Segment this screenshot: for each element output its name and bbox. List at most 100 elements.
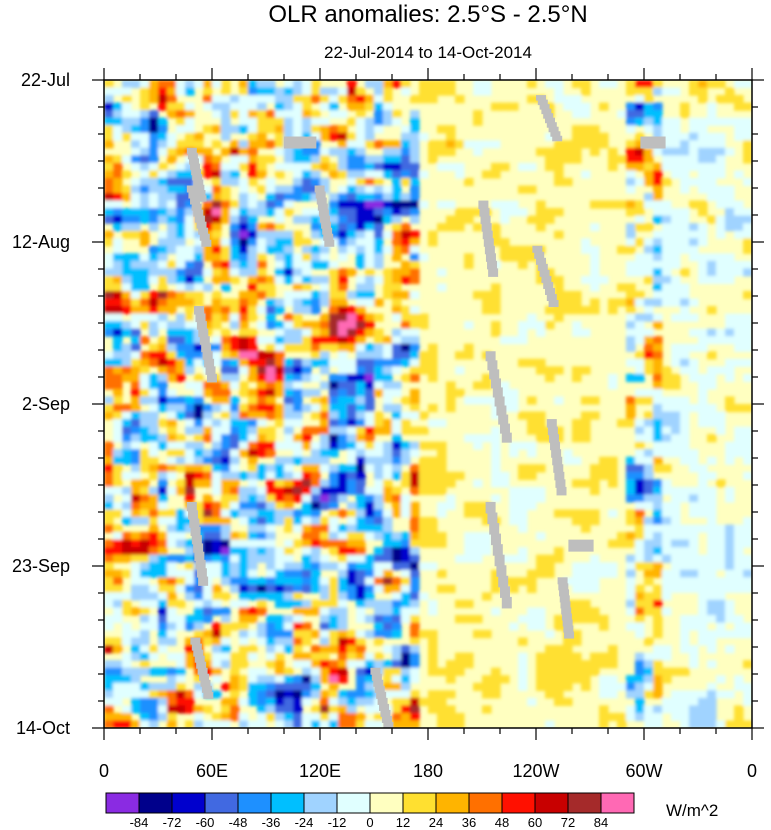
anomaly-cell bbox=[248, 162, 258, 172]
anomaly-cell bbox=[212, 343, 222, 352]
anomaly-cell bbox=[725, 456, 735, 465]
anomaly-cell bbox=[320, 675, 330, 684]
anomaly-cell bbox=[140, 464, 150, 473]
missing-data-cell bbox=[548, 434, 559, 443]
anomaly-cell bbox=[221, 479, 231, 488]
anomaly-cell bbox=[293, 675, 303, 684]
anomaly-cell bbox=[518, 358, 528, 367]
anomaly-cell bbox=[284, 712, 294, 722]
anomaly-cell bbox=[626, 200, 636, 209]
anomaly-cell bbox=[230, 705, 240, 714]
anomaly-cell bbox=[725, 486, 735, 496]
anomaly-cell bbox=[167, 177, 177, 187]
anomaly-cell bbox=[158, 87, 168, 96]
anomaly-cell bbox=[698, 712, 708, 722]
x-tick-label: 120E bbox=[299, 761, 341, 781]
anomaly-cell bbox=[185, 486, 195, 496]
anomaly-cell bbox=[329, 494, 339, 503]
anomaly-cell bbox=[347, 569, 357, 578]
anomaly-cell bbox=[401, 554, 411, 563]
anomaly-cell bbox=[635, 373, 645, 382]
anomaly-cell bbox=[149, 720, 159, 728]
anomaly-cell bbox=[626, 471, 636, 480]
anomaly-cell bbox=[329, 464, 339, 473]
anomaly-cell bbox=[734, 336, 744, 345]
anomaly-cell bbox=[644, 366, 654, 375]
anomaly-cell bbox=[329, 501, 339, 511]
anomaly-cell bbox=[104, 690, 114, 699]
anomaly-cell bbox=[401, 358, 411, 367]
anomaly-cell bbox=[554, 622, 564, 631]
anomaly-cell bbox=[626, 177, 636, 187]
anomaly-cell bbox=[743, 471, 752, 480]
anomaly-cell bbox=[626, 110, 636, 119]
anomaly-cell bbox=[248, 547, 258, 556]
anomaly-cell bbox=[302, 630, 312, 639]
anomaly-cell bbox=[266, 712, 276, 722]
anomaly-cell bbox=[734, 539, 744, 548]
anomaly-cell bbox=[653, 193, 663, 202]
anomaly-cell bbox=[248, 253, 258, 262]
anomaly-cell bbox=[365, 434, 375, 443]
anomaly-cell bbox=[239, 697, 249, 706]
anomaly-cell bbox=[662, 539, 672, 548]
anomaly-cell bbox=[590, 584, 600, 593]
anomaly-cell bbox=[401, 652, 411, 661]
anomaly-cell bbox=[167, 328, 177, 337]
anomaly-cell bbox=[266, 230, 276, 239]
anomaly-cell bbox=[338, 577, 348, 586]
anomaly-cell bbox=[365, 486, 375, 496]
anomaly-cell bbox=[365, 268, 375, 277]
anomaly-cell bbox=[626, 562, 636, 571]
anomaly-cell bbox=[365, 426, 375, 435]
anomaly-cell bbox=[392, 117, 402, 126]
anomaly-cell bbox=[725, 396, 735, 405]
anomaly-cell bbox=[689, 343, 699, 352]
anomaly-cell bbox=[662, 162, 672, 172]
anomaly-cell bbox=[185, 290, 195, 300]
missing-data-cell bbox=[379, 703, 390, 711]
anomaly-cell bbox=[383, 110, 393, 119]
missing-data-cell bbox=[480, 215, 491, 225]
anomaly-cell bbox=[275, 592, 285, 601]
anomaly-cell bbox=[545, 162, 555, 172]
anomaly-cell bbox=[293, 366, 303, 375]
missing-data-cell bbox=[316, 197, 327, 205]
anomaly-cell bbox=[113, 569, 123, 578]
anomaly-cell bbox=[257, 426, 267, 435]
anomaly-cell bbox=[167, 562, 177, 571]
anomaly-cell bbox=[122, 125, 132, 134]
anomaly-cell bbox=[185, 162, 195, 172]
anomaly-cell bbox=[140, 622, 150, 631]
anomaly-cell bbox=[239, 215, 249, 224]
anomaly-cell bbox=[158, 464, 168, 473]
anomaly-cell bbox=[167, 464, 177, 473]
anomaly-cell bbox=[680, 720, 690, 728]
anomaly-cell bbox=[311, 471, 321, 480]
missing-data-cell bbox=[198, 227, 209, 235]
anomaly-cell bbox=[545, 155, 555, 164]
anomaly-cell bbox=[347, 200, 357, 209]
anomaly-cell bbox=[743, 230, 752, 239]
anomaly-cell bbox=[653, 147, 663, 156]
anomaly-cell bbox=[311, 125, 321, 134]
anomaly-cell bbox=[581, 125, 591, 134]
x-tick-label: 0 bbox=[747, 761, 757, 781]
anomaly-cell bbox=[302, 147, 312, 156]
anomaly-cell bbox=[716, 132, 726, 141]
anomaly-cell bbox=[221, 532, 231, 541]
anomaly-cell bbox=[131, 697, 141, 706]
anomaly-cell bbox=[626, 607, 636, 616]
anomaly-cell bbox=[356, 720, 366, 728]
anomaly-cell bbox=[167, 132, 177, 141]
anomaly-cell bbox=[302, 690, 312, 699]
anomaly-cell bbox=[185, 328, 195, 337]
anomaly-cell bbox=[167, 690, 177, 699]
colorbar-swatch bbox=[468, 792, 503, 814]
anomaly-cell bbox=[311, 230, 321, 239]
anomaly-cell bbox=[365, 170, 375, 179]
anomaly-cell bbox=[635, 690, 645, 699]
anomaly-cell bbox=[230, 260, 240, 269]
missing-data-cell bbox=[199, 336, 210, 345]
